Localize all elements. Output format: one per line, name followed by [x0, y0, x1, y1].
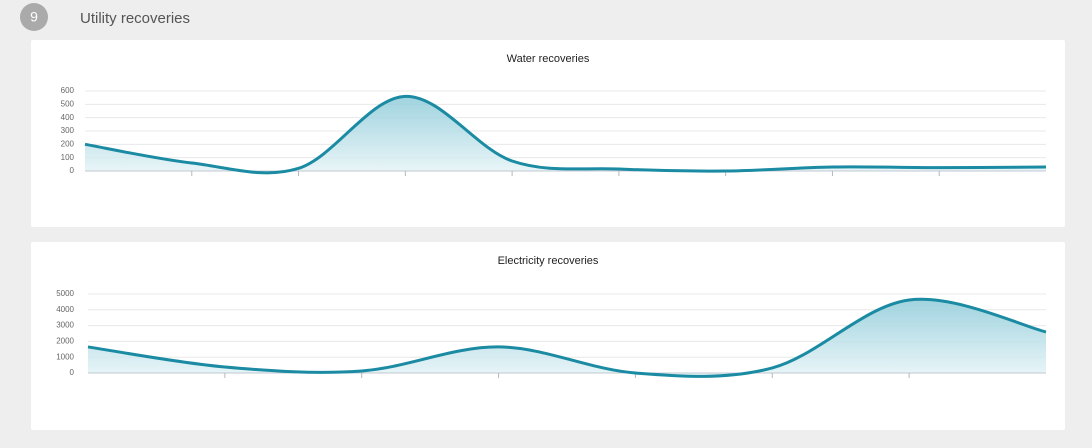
y-tick-label: 600 [61, 86, 75, 95]
y-tick-label: 400 [61, 113, 75, 122]
area-fill [88, 299, 1046, 377]
series-line [87, 297, 1047, 378]
card [31, 242, 1065, 430]
y-tick-label: 300 [61, 126, 75, 135]
series-line [84, 94, 1047, 175]
y-tick-label: 1000 [56, 352, 74, 361]
y-tick-label: 3000 [56, 321, 74, 330]
y-tick-label: 500 [61, 99, 75, 108]
y-tick-label: 100 [61, 153, 75, 162]
y-tick-label: 200 [61, 139, 75, 148]
y-tick-label: 0 [70, 368, 75, 377]
step-number: 9 [30, 9, 38, 25]
section-title: Utility recoveries [80, 10, 190, 27]
y-tick-label: 0 [70, 166, 75, 175]
card [31, 40, 1065, 227]
y-tick-label: 2000 [56, 337, 74, 346]
y-tick-label: 5000 [56, 289, 74, 298]
chart-title: Water recoveries [507, 53, 590, 65]
chart-title: Electricity recoveries [498, 255, 599, 267]
step-badge [20, 3, 48, 31]
y-tick-label: 4000 [56, 305, 74, 314]
